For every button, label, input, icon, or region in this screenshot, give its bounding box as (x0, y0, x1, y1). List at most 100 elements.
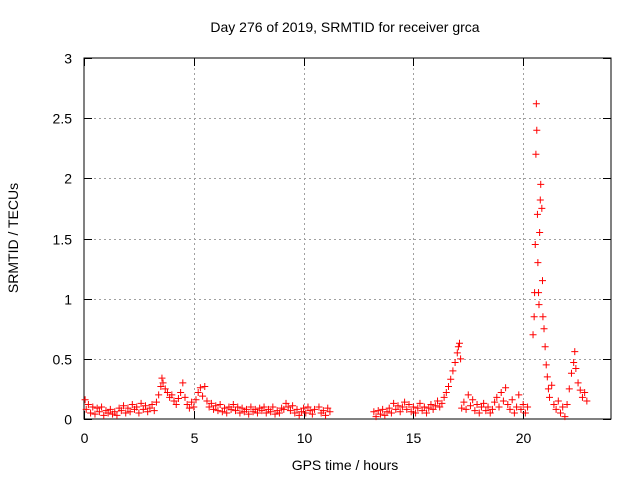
data-point (534, 259, 542, 267)
data-point (163, 389, 171, 397)
data-point (418, 407, 426, 415)
data-point (89, 403, 97, 411)
data-point (234, 403, 242, 411)
data-point (499, 397, 507, 405)
data-point (538, 204, 546, 212)
data-point (570, 358, 578, 366)
data-point (486, 409, 494, 417)
data-point (495, 403, 503, 411)
data-point (192, 396, 200, 404)
data-point (260, 403, 268, 411)
data-point (280, 405, 288, 413)
x-tick-label: 10 (297, 430, 313, 446)
data-point (284, 403, 292, 411)
data-point (251, 405, 259, 413)
data-point (188, 398, 196, 406)
data-point (506, 405, 514, 413)
data-point (289, 402, 297, 410)
y-tick-label: 1.5 (53, 232, 73, 248)
data-point (510, 409, 518, 417)
data-point (554, 397, 562, 405)
data-point (291, 409, 299, 417)
data-point (420, 403, 428, 411)
data-point (455, 339, 463, 347)
data-point (565, 385, 573, 393)
data-point (396, 408, 404, 416)
data-point (300, 404, 308, 412)
data-point (390, 399, 398, 407)
data-point (100, 411, 108, 419)
x-axis-label: GPS time / hours (292, 457, 399, 473)
data-point (466, 402, 474, 410)
data-point (532, 150, 540, 158)
data-point (194, 389, 202, 397)
data-point (199, 392, 207, 400)
data-point (126, 408, 134, 416)
data-point (488, 405, 496, 413)
data-point (567, 369, 575, 377)
data-point (374, 407, 382, 415)
data-point (578, 393, 586, 401)
data-point (536, 228, 544, 236)
data-point (423, 409, 431, 417)
data-point (146, 404, 154, 412)
data-point (539, 313, 547, 321)
data-point (302, 409, 310, 417)
data-point (207, 399, 215, 407)
data-point (409, 403, 417, 411)
data-point (416, 399, 424, 407)
data-point (157, 383, 165, 391)
plot-area-frame (83, 57, 612, 420)
data-point (111, 408, 119, 416)
data-point (203, 397, 211, 405)
data-point (571, 348, 579, 356)
data-point (124, 404, 132, 412)
data-point (286, 407, 294, 415)
data-point (581, 389, 589, 397)
data-point (179, 379, 187, 387)
data-point (319, 407, 327, 415)
data-point (529, 331, 537, 339)
data-point (383, 408, 391, 416)
data-point (306, 407, 314, 415)
data-point (480, 399, 488, 407)
data-point (521, 409, 529, 417)
data-point (275, 409, 283, 417)
data-point (431, 402, 439, 410)
data-point (469, 396, 477, 404)
data-point (412, 409, 420, 417)
data-point (258, 407, 266, 415)
data-point (148, 401, 156, 409)
data-point (497, 389, 505, 397)
data-point (515, 391, 523, 399)
data-point (322, 411, 330, 419)
data-point (574, 379, 582, 387)
data-point (447, 375, 455, 383)
data-point (232, 407, 240, 415)
data-point (561, 413, 569, 421)
data-point (311, 405, 319, 413)
data-point (155, 391, 163, 399)
data-point (482, 407, 490, 415)
data-point (457, 355, 465, 363)
data-point (546, 393, 554, 401)
data-point (205, 403, 213, 411)
data-point (458, 404, 466, 412)
data-point (218, 408, 226, 416)
data-point (563, 401, 571, 409)
data-point (122, 409, 130, 417)
data-point (91, 410, 99, 418)
data-point (242, 405, 250, 413)
data-point (315, 403, 323, 411)
data-point (543, 373, 551, 381)
data-point (471, 407, 479, 415)
data-point (460, 398, 468, 406)
data-point (82, 405, 90, 413)
data-point (324, 404, 332, 412)
data-point (297, 408, 305, 416)
data-point (387, 409, 395, 417)
data-point (181, 393, 189, 401)
data-point (95, 408, 103, 416)
data-point (308, 410, 316, 418)
